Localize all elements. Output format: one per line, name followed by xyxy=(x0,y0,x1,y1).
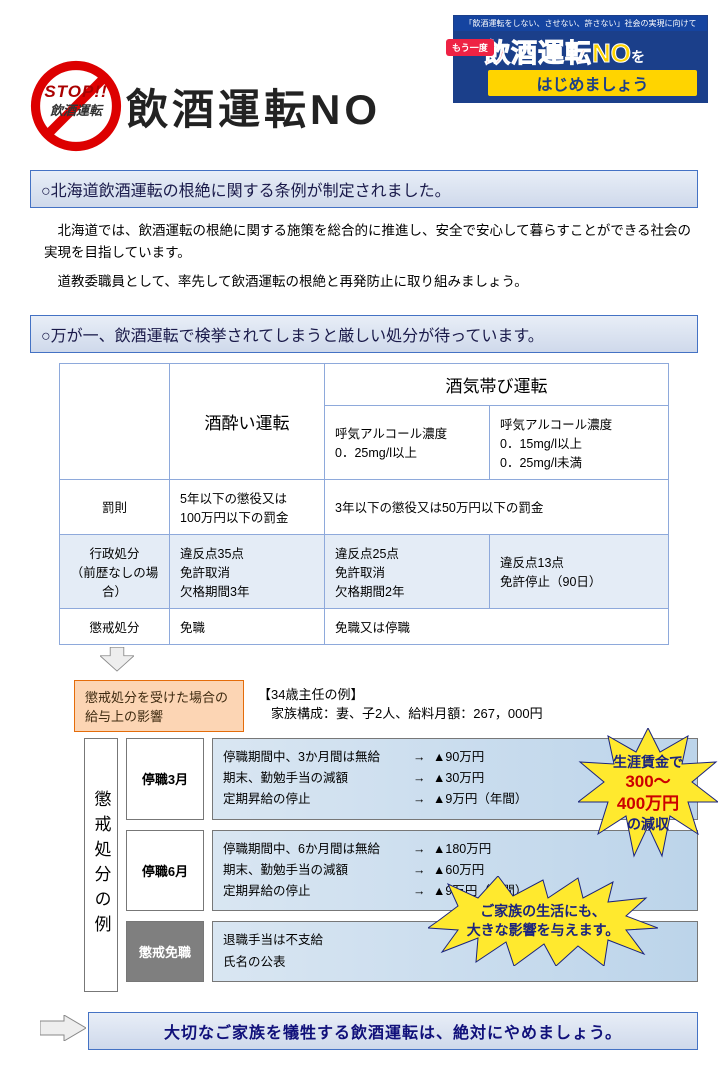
row-penalty-c2: 3年以下の懲役又は50万円以下の罰金 xyxy=(325,479,669,534)
ex1-l2d: 期末、勤勉手当の減額 xyxy=(223,768,413,789)
badge-subtitle: はじめましょう xyxy=(488,70,697,96)
example-title: 【34歳主任の例】 xyxy=(258,684,543,703)
footer-message: 大切なご家族を犠牲する飲酒運転は、絶対にやめましょう。 xyxy=(88,1012,698,1050)
ex1-l3d: 定期昇給の停止 xyxy=(223,789,413,810)
ex2-l1d: 停職期間中、6か月間は無給 xyxy=(223,839,413,860)
row-disc-c1: 免職 xyxy=(170,608,325,644)
badge-main-red: 飲酒運転 xyxy=(484,38,592,68)
examples-vertical-label: 懲戒処分の例 xyxy=(84,738,118,992)
footer-pointer-icon xyxy=(40,1015,86,1046)
ex2-l2d: 期末、勤勉手当の減額 xyxy=(223,860,413,881)
starburst-lifetime-loss: 生涯賃金で 300～ 400万円 の減収 xyxy=(578,728,718,858)
th-breath: 酒気帯び運転 xyxy=(325,363,669,405)
burst2-l1: ご家族の生活にも、 xyxy=(480,903,606,919)
stop-line2: 飲酒運転 xyxy=(30,100,122,119)
row-admin-c1: 違反点35点 免許取消 欠格期間3年 xyxy=(170,534,325,608)
ex1-l1d: 停職期間中、3か月間は無給 xyxy=(223,747,413,768)
starburst-family-impact: ご家族の生活にも、 大きな影響を与えます。 xyxy=(428,876,658,966)
ex3-head: 懲戒免職 xyxy=(126,921,204,982)
ex1-head: 停職3月 xyxy=(126,738,204,820)
burst1-l2: 300～ xyxy=(625,772,670,791)
stop-prohibition-icon: STOP!! 飲酒運転 xyxy=(30,60,122,152)
row-admin-c2: 違反点25点 免許取消 欠格期間2年 xyxy=(325,534,490,608)
campaign-badge: 「飲酒運転をしない、させない、許さない」社会の実現に向けて もう一度 飲酒運転N… xyxy=(453,15,708,103)
row-penalty-label: 罰則 xyxy=(60,479,170,534)
burst1-l3: 400万円 xyxy=(617,794,679,813)
footer-row: 大切なご家族を犠牲する飲酒運転は、絶対にやめましょう。 xyxy=(40,1012,698,1050)
th-breath-b: 呼気アルコール濃度 0．15mg/l以上 0．25mg/l未満 xyxy=(490,405,669,479)
row-admin-label: 行政処分 （前歴なしの場合） xyxy=(60,534,170,608)
examples-block: 懲戒処分の例 停職3月 停職期間中、3か月間は無給→▲90万円 期末、勤勉手当の… xyxy=(84,738,698,992)
section-heading-2: ○万が一、飲酒運転で検挙されてしまうと厳しい処分が待っています。 xyxy=(30,315,698,353)
intro-paragraph-1: 北海道では、飲酒運転の根絶に関する施策を総合的に推進し、安全で安心して暮らすこと… xyxy=(30,216,698,267)
main-title: 飲酒運転NO xyxy=(126,76,381,137)
salary-impact-box: 懲戒処分を受けた場合の給与上の影響 xyxy=(74,680,244,732)
intro-paragraph-2: 道教委職員として、率先して飲酒運転の根絶と再発防止に取り組みましょう。 xyxy=(30,267,698,297)
burst1-l1: 生涯賃金で xyxy=(613,754,683,770)
badge-red-tag: もう一度 xyxy=(446,39,494,56)
ex2-head: 停職6月 xyxy=(126,830,204,912)
th-drunk: 酒酔い運転 xyxy=(170,363,325,479)
stop-line1: STOP!! xyxy=(44,82,107,101)
badge-main-yellow: NO xyxy=(592,38,631,68)
down-arrow-icon xyxy=(100,647,698,678)
badge-wo: を xyxy=(631,49,645,65)
ex2-l3d: 定期昇給の停止 xyxy=(223,881,413,902)
row-disc-c2: 免職又は停職 xyxy=(325,608,669,644)
burst2-l2: 大きな影響を与えます。 xyxy=(467,922,620,938)
th-breath-a: 呼気アルコール濃度 0．25mg/l以上 xyxy=(325,405,490,479)
burst1-l4: の減収 xyxy=(627,816,669,832)
badge-strip: 「飲酒運転をしない、させない、許さない」社会の実現に向けて xyxy=(454,16,707,31)
penalty-table: 酒酔い運転 酒気帯び運転 呼気アルコール濃度 0．25mg/l以上 呼気アルコー… xyxy=(59,363,669,645)
row-penalty-c1: 5年以下の懲役又は 100万円以下の罰金 xyxy=(170,479,325,534)
row-admin-c3: 違反点13点 免許停止（90日） xyxy=(490,534,669,608)
row-disc-label: 懲戒処分 xyxy=(60,608,170,644)
section-heading-1: ○北海道飲酒運転の根絶に関する条例が制定されました。 xyxy=(30,170,698,208)
example-detail: 家族構成：妻、子2人、給料月額：267，000円 xyxy=(258,703,543,722)
